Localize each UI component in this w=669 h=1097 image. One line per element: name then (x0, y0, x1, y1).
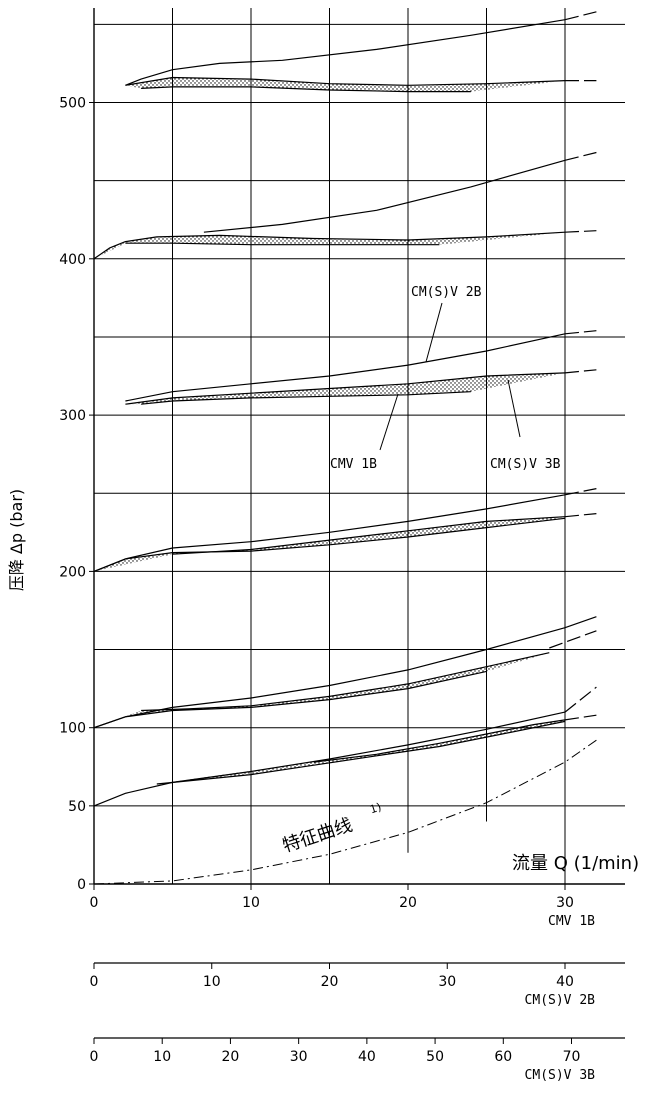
curve-band-bottom (125, 242, 440, 246)
curve-upper (93, 494, 566, 572)
curve-upper (93, 616, 597, 729)
curve-band-extension (564, 230, 597, 233)
x-tick-label: 20 (222, 1049, 240, 1065)
curve-band-top (313, 719, 566, 763)
tolerance-band (125, 372, 566, 405)
y-tick-label: 300 (59, 408, 86, 424)
curves (93, 11, 597, 885)
curve-upper (125, 19, 566, 86)
curve-band-bottom (156, 720, 566, 785)
y-tick-label: 50 (68, 799, 86, 815)
curve-band-top (125, 76, 566, 86)
flow-axis-name: CMV 1B (548, 914, 595, 929)
curve-band-extension (564, 714, 597, 721)
y-tick-label: 0 (77, 877, 86, 893)
curve-band-top (93, 231, 566, 260)
curve-band-bottom (93, 517, 566, 572)
y-tick-label: 400 (59, 252, 86, 268)
leader-cmv-3b (507, 379, 521, 438)
label-cmv-3b: CM(S)V 3B (490, 457, 561, 472)
x-tick-label: 0 (90, 895, 99, 911)
curve-band-extension (564, 369, 597, 374)
x-tick-label: 20 (399, 895, 417, 911)
tolerance-band (94, 516, 565, 572)
curve-upper (125, 333, 566, 402)
x-tick-label: 30 (290, 1049, 308, 1065)
x-tick-label: 10 (153, 1049, 171, 1065)
tolerance-band (156, 719, 566, 784)
y-tick-label: 500 (59, 96, 86, 112)
x-tick-label: 40 (556, 974, 574, 990)
curve-upper (203, 159, 566, 233)
x-tick-label: 10 (203, 974, 221, 990)
leader-cmv-1b (379, 393, 399, 451)
curve-band-bottom (93, 670, 487, 729)
x-axis-label: 流量 Q (1/min) (512, 853, 639, 874)
curve-band-top (172, 516, 566, 555)
axes (93, 8, 625, 1039)
x-tick-label: 0 (90, 974, 99, 990)
curve-upper-extension (564, 11, 597, 21)
curve-upper (93, 711, 566, 807)
x-tick-label: 70 (563, 1049, 581, 1065)
leader-cmv-2b (425, 302, 443, 363)
x-tick-label: 10 (242, 895, 260, 911)
curve-band-bottom (141, 391, 471, 405)
y-tick-label: 100 (59, 721, 86, 737)
characteristic-label-sup: 1) (368, 800, 383, 816)
grid-lines (94, 8, 625, 885)
curve-band-extension (549, 630, 597, 649)
x-tick-label: 0 (90, 1049, 99, 1065)
flow-axis-name: CM(S)V 3B (525, 1068, 596, 1083)
curve-upper-extension (564, 488, 597, 496)
x-tick-label: 30 (438, 974, 456, 990)
curve-band-top (141, 652, 550, 712)
curve-band-extension (564, 513, 597, 518)
curve-band-bottom (141, 86, 471, 93)
x-tick-label: 40 (358, 1049, 376, 1065)
y-axis-label: 压降 Δp (bar) (7, 489, 26, 591)
characteristic-curve-label: 特征曲线 1) (280, 800, 383, 857)
x-tick-label: 30 (556, 895, 574, 911)
x-tick-label: 20 (321, 974, 339, 990)
curve-upper-extension (564, 330, 597, 335)
flow-axis-name: CM(S)V 2B (525, 993, 596, 1008)
curve-upper-extension (564, 686, 597, 713)
y-tick-label: 200 (59, 564, 86, 580)
x-tick-label: 50 (426, 1049, 444, 1065)
characteristic-label-text: 特征曲线 (280, 815, 355, 857)
tolerance-band (94, 652, 550, 728)
curve-upper-extension (564, 151, 597, 161)
x-tick-label: 60 (494, 1049, 512, 1065)
label-cmv-1b: CMV 1B (330, 457, 377, 472)
curve-band-top (125, 372, 566, 405)
label-cmv-2b: CM(S)V 2B (411, 285, 482, 300)
